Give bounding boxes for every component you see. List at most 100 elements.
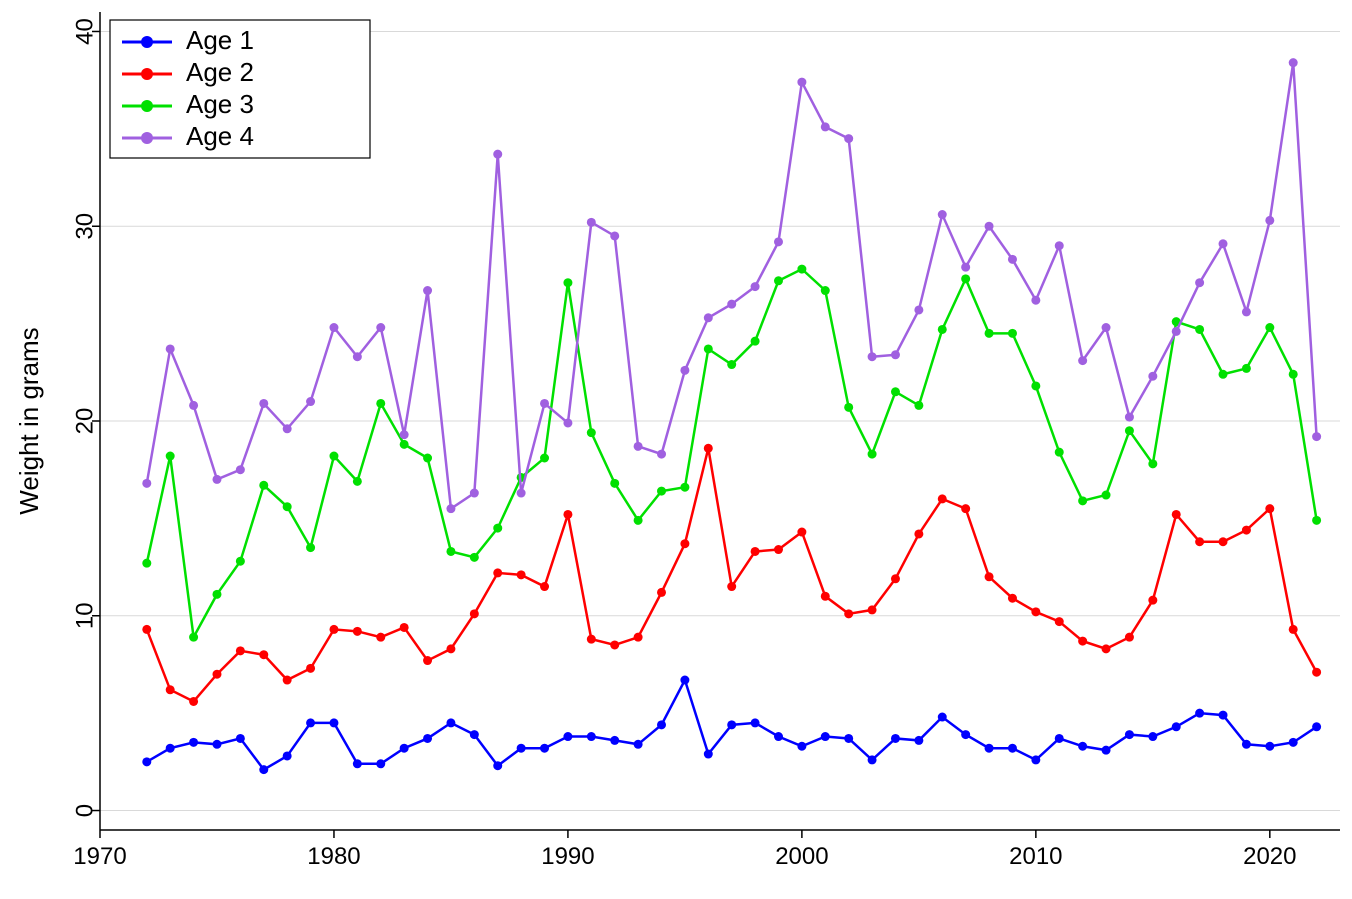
series-marker: [166, 744, 175, 753]
series-marker: [236, 734, 245, 743]
series-marker: [704, 313, 713, 322]
series-marker: [751, 547, 760, 556]
y-axis-label: Weight in grams: [14, 327, 44, 514]
series-marker: [727, 300, 736, 309]
series-marker: [166, 344, 175, 353]
series-marker: [587, 732, 596, 741]
series-marker: [610, 736, 619, 745]
x-tick-label: 1990: [541, 843, 594, 870]
series-marker: [446, 644, 455, 653]
series-marker: [1242, 307, 1251, 316]
series-marker: [1172, 722, 1181, 731]
series-marker: [493, 524, 502, 533]
series-marker: [446, 504, 455, 513]
series-marker: [283, 424, 292, 433]
series-marker: [212, 590, 221, 599]
series-marker: [1031, 381, 1040, 390]
series-marker: [400, 623, 409, 632]
series-marker: [517, 744, 526, 753]
series-marker: [821, 732, 830, 741]
series-marker: [587, 428, 596, 437]
series-marker: [727, 360, 736, 369]
series-marker: [797, 78, 806, 87]
series-marker: [1078, 637, 1087, 646]
series-marker: [938, 494, 947, 503]
series-marker: [540, 454, 549, 463]
series-marker: [751, 282, 760, 291]
series-marker: [1102, 746, 1111, 755]
series-marker: [797, 528, 806, 537]
series-marker: [1055, 734, 1064, 743]
legend: Age 1Age 2Age 3Age 4: [110, 20, 370, 158]
series-marker: [329, 452, 338, 461]
x-tick-label: 2020: [1243, 843, 1296, 870]
series-marker: [610, 640, 619, 649]
series-marker: [680, 539, 689, 548]
series-marker: [634, 442, 643, 451]
legend-marker: [141, 100, 153, 112]
series-marker: [212, 475, 221, 484]
series-marker: [1242, 740, 1251, 749]
series-marker: [306, 718, 315, 727]
series-marker: [540, 744, 549, 753]
series-marker: [1078, 496, 1087, 505]
series-marker: [1055, 241, 1064, 250]
series-marker: [727, 720, 736, 729]
series-marker: [680, 366, 689, 375]
series-marker: [400, 430, 409, 439]
series-marker: [376, 323, 385, 332]
series-marker: [938, 325, 947, 334]
series-marker: [236, 465, 245, 474]
legend-marker: [141, 36, 153, 48]
series-marker: [1125, 730, 1134, 739]
series-marker: [1289, 625, 1298, 634]
series-marker: [212, 670, 221, 679]
series-marker: [1055, 448, 1064, 457]
series-marker: [1008, 594, 1017, 603]
series-marker: [961, 263, 970, 272]
series-marker: [353, 627, 362, 636]
series-marker: [259, 650, 268, 659]
series-marker: [891, 734, 900, 743]
series-marker: [985, 222, 994, 231]
series-marker: [1031, 755, 1040, 764]
series-marker: [470, 730, 479, 739]
y-tick-label: 40: [71, 18, 98, 45]
series-marker: [704, 444, 713, 453]
series-marker: [1148, 732, 1157, 741]
series-marker: [751, 718, 760, 727]
series-marker: [540, 582, 549, 591]
series-marker: [329, 625, 338, 634]
legend-marker: [141, 132, 153, 144]
series-marker: [329, 718, 338, 727]
series-marker: [1078, 356, 1087, 365]
series-marker: [423, 656, 432, 665]
series-marker: [563, 278, 572, 287]
series-marker: [680, 483, 689, 492]
legend-marker: [141, 68, 153, 80]
series-marker: [1312, 516, 1321, 525]
series-marker: [517, 489, 526, 498]
series-marker: [423, 286, 432, 295]
series-marker: [563, 418, 572, 427]
series-marker: [376, 633, 385, 642]
legend-label: Age 3: [186, 89, 254, 119]
series-marker: [680, 676, 689, 685]
series-marker: [1148, 596, 1157, 605]
series-marker: [587, 635, 596, 644]
series-marker: [259, 481, 268, 490]
series-marker: [844, 134, 853, 143]
series-marker: [844, 403, 853, 412]
series-marker: [774, 732, 783, 741]
series-marker: [961, 274, 970, 283]
legend-label: Age 4: [186, 121, 254, 151]
series-marker: [914, 305, 923, 314]
series-marker: [166, 452, 175, 461]
series-marker: [704, 344, 713, 353]
series-marker: [259, 765, 268, 774]
legend-label: Age 1: [186, 25, 254, 55]
series-marker: [1008, 329, 1017, 338]
series-marker: [563, 510, 572, 519]
series-marker: [1219, 711, 1228, 720]
x-tick-label: 2010: [1009, 843, 1062, 870]
